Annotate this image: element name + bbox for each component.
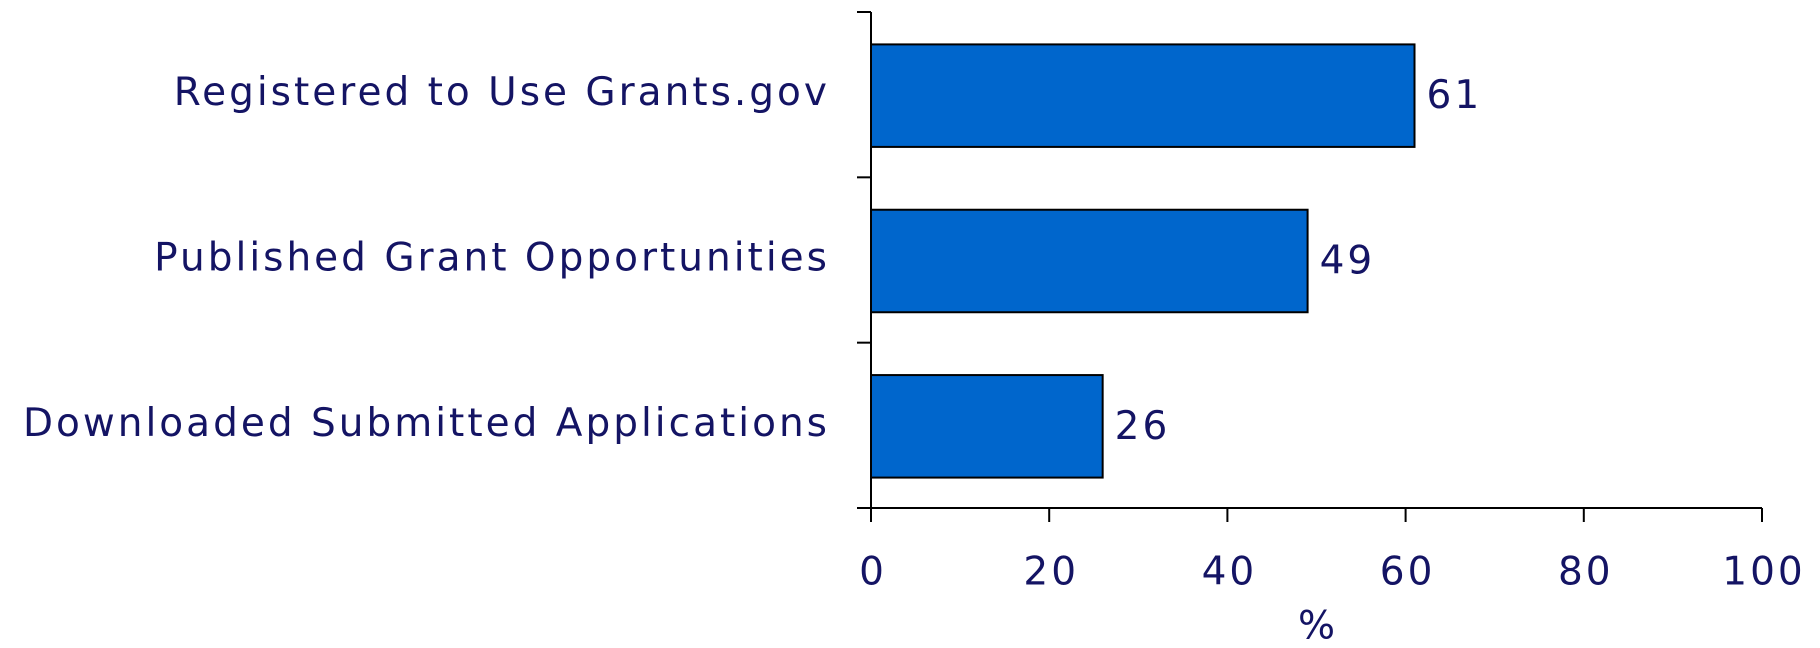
value-label: 49: [1320, 238, 1376, 283]
x-tick-label: 0: [859, 550, 887, 595]
y-tick-label: Published Grant Opportunities: [154, 236, 830, 281]
x-axis-label: %: [1298, 604, 1338, 648]
x-tick-label: 60: [1380, 550, 1436, 595]
x-tick-label: 80: [1558, 550, 1614, 595]
value-label: 61: [1427, 73, 1483, 118]
x-tick-label: 20: [1023, 550, 1079, 595]
x-tick-label: 100: [1722, 550, 1805, 595]
value-label: 26: [1115, 404, 1171, 449]
x-tick-label: 40: [1202, 550, 1258, 595]
y-tick-label: Registered to Use Grants.gov: [174, 70, 830, 115]
bar: [870, 43, 1416, 148]
bar: [870, 374, 1104, 479]
y-tick-label: Downloaded Submitted Applications: [23, 401, 830, 446]
bar: [870, 208, 1309, 314]
